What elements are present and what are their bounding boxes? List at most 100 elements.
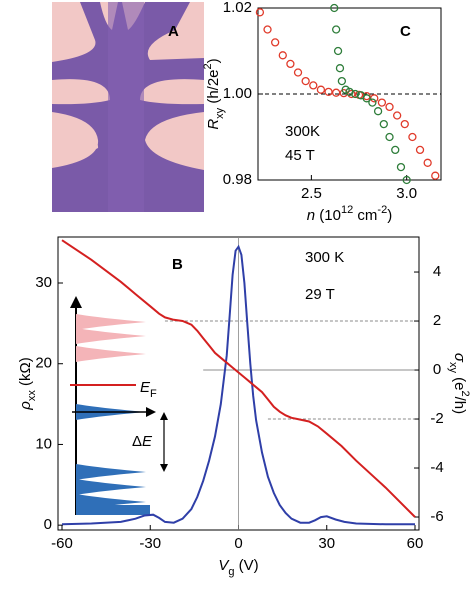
y-tick-label: 20	[35, 355, 52, 372]
data-point	[415, 145, 425, 155]
label-part: Δ	[132, 433, 142, 450]
label-part: xy	[447, 362, 459, 374]
data-point	[278, 51, 287, 60]
label-part: /h)	[451, 397, 468, 415]
data-point	[408, 132, 417, 142]
data-point	[370, 94, 379, 103]
y-tick-label: 0	[44, 516, 52, 533]
x-tick-label: -30	[139, 535, 161, 552]
inset-label: ΔE	[132, 433, 153, 450]
label-part: R	[205, 119, 222, 130]
x-tick-label: 60	[407, 535, 424, 552]
y2-tick-label: -2	[430, 410, 443, 427]
panel-label: A	[168, 23, 179, 40]
data-point	[330, 3, 339, 13]
y-tick-label: 1.02	[223, 0, 252, 16]
data-point	[263, 25, 272, 34]
label-part: (10	[315, 207, 341, 224]
data-point	[316, 85, 326, 94]
inset-label: EF	[140, 379, 157, 400]
y-axis-label: Rxy (h/2e2)	[202, 58, 226, 129]
x-tick-label: 3.0	[396, 185, 417, 202]
label-part: F	[150, 388, 157, 400]
data-point	[385, 132, 394, 142]
y2-tick-label: 4	[433, 263, 441, 280]
data-point	[333, 46, 343, 56]
y2-tick-label: -4	[430, 459, 443, 476]
label-part: 2	[459, 390, 471, 396]
x-tick-label: 0	[234, 535, 242, 552]
landau-inset	[70, 296, 168, 515]
data-point	[332, 25, 341, 34]
label-part: xy	[214, 107, 226, 119]
data-point	[385, 102, 394, 112]
label-part: (kΩ)	[17, 357, 34, 390]
annotation: 29 T	[305, 286, 335, 303]
data-point	[301, 76, 310, 86]
x-tick-label: 30	[318, 535, 335, 552]
label-part: (V)	[234, 557, 258, 574]
data-point	[423, 158, 432, 167]
data-point	[271, 38, 280, 47]
label-part: n	[307, 207, 315, 224]
label-part: 12	[341, 204, 353, 216]
label-part: 2	[202, 63, 214, 69]
y2-tick-label: 0	[433, 361, 441, 378]
data-line	[61, 244, 415, 526]
label-part: ρ	[17, 401, 34, 411]
data-point	[335, 64, 345, 73]
y2-axis-label: σxy (e2/h)	[447, 353, 471, 414]
data-line	[61, 239, 416, 518]
data-point	[377, 98, 387, 107]
x-tick-label: -60	[51, 535, 73, 552]
y2-tick-label: -6	[430, 508, 443, 525]
x-tick-label: 2.5	[301, 185, 322, 202]
annotation: 300 K	[305, 249, 344, 266]
data-point	[402, 175, 411, 185]
data-point	[373, 107, 383, 116]
label-part: )	[205, 58, 222, 63]
label-part: cm	[353, 207, 377, 224]
data-point	[400, 119, 409, 129]
legend-label: 300K	[285, 123, 320, 140]
data-point	[393, 111, 402, 120]
micrograph	[52, 2, 204, 212]
label-part: σ	[451, 353, 468, 363]
x-axis-label: n (1012 cm-2)	[307, 204, 392, 224]
data-point	[309, 81, 318, 90]
data-point	[255, 8, 265, 17]
label-part: (h/2e	[205, 69, 222, 107]
label-part: xx	[26, 390, 38, 402]
label-part: )	[387, 207, 392, 224]
panel-label: C	[400, 23, 411, 40]
legend-label: 45 T	[285, 147, 315, 164]
data-point	[324, 87, 333, 96]
y-tick-label: 1.00	[223, 85, 252, 102]
data-point	[379, 119, 388, 129]
data-point	[368, 98, 377, 107]
label-part: (e	[451, 373, 468, 391]
data-point	[391, 145, 400, 155]
y-tick-label: 0.98	[223, 171, 252, 188]
data-point	[332, 88, 341, 97]
x-axis-label: Vg (V)	[218, 557, 258, 578]
y-axis-label: ρxx (kΩ)	[17, 357, 38, 410]
label-part: -2	[377, 204, 387, 216]
y-tick-label: 10	[35, 435, 52, 452]
label-part: g	[228, 566, 234, 578]
data-point	[396, 162, 406, 172]
data-point	[286, 59, 295, 69]
data-point	[431, 171, 440, 180]
label-part: E	[142, 433, 153, 450]
y-tick-label: 30	[35, 274, 52, 291]
label-part: V	[218, 557, 230, 574]
data-point	[347, 89, 356, 99]
data-point	[362, 94, 371, 103]
data-point	[351, 89, 360, 99]
data-point	[337, 76, 347, 86]
data-point	[293, 68, 303, 77]
panel-label: B	[172, 256, 183, 273]
y2-tick-label: 2	[433, 312, 441, 329]
label-part: E	[140, 379, 151, 396]
